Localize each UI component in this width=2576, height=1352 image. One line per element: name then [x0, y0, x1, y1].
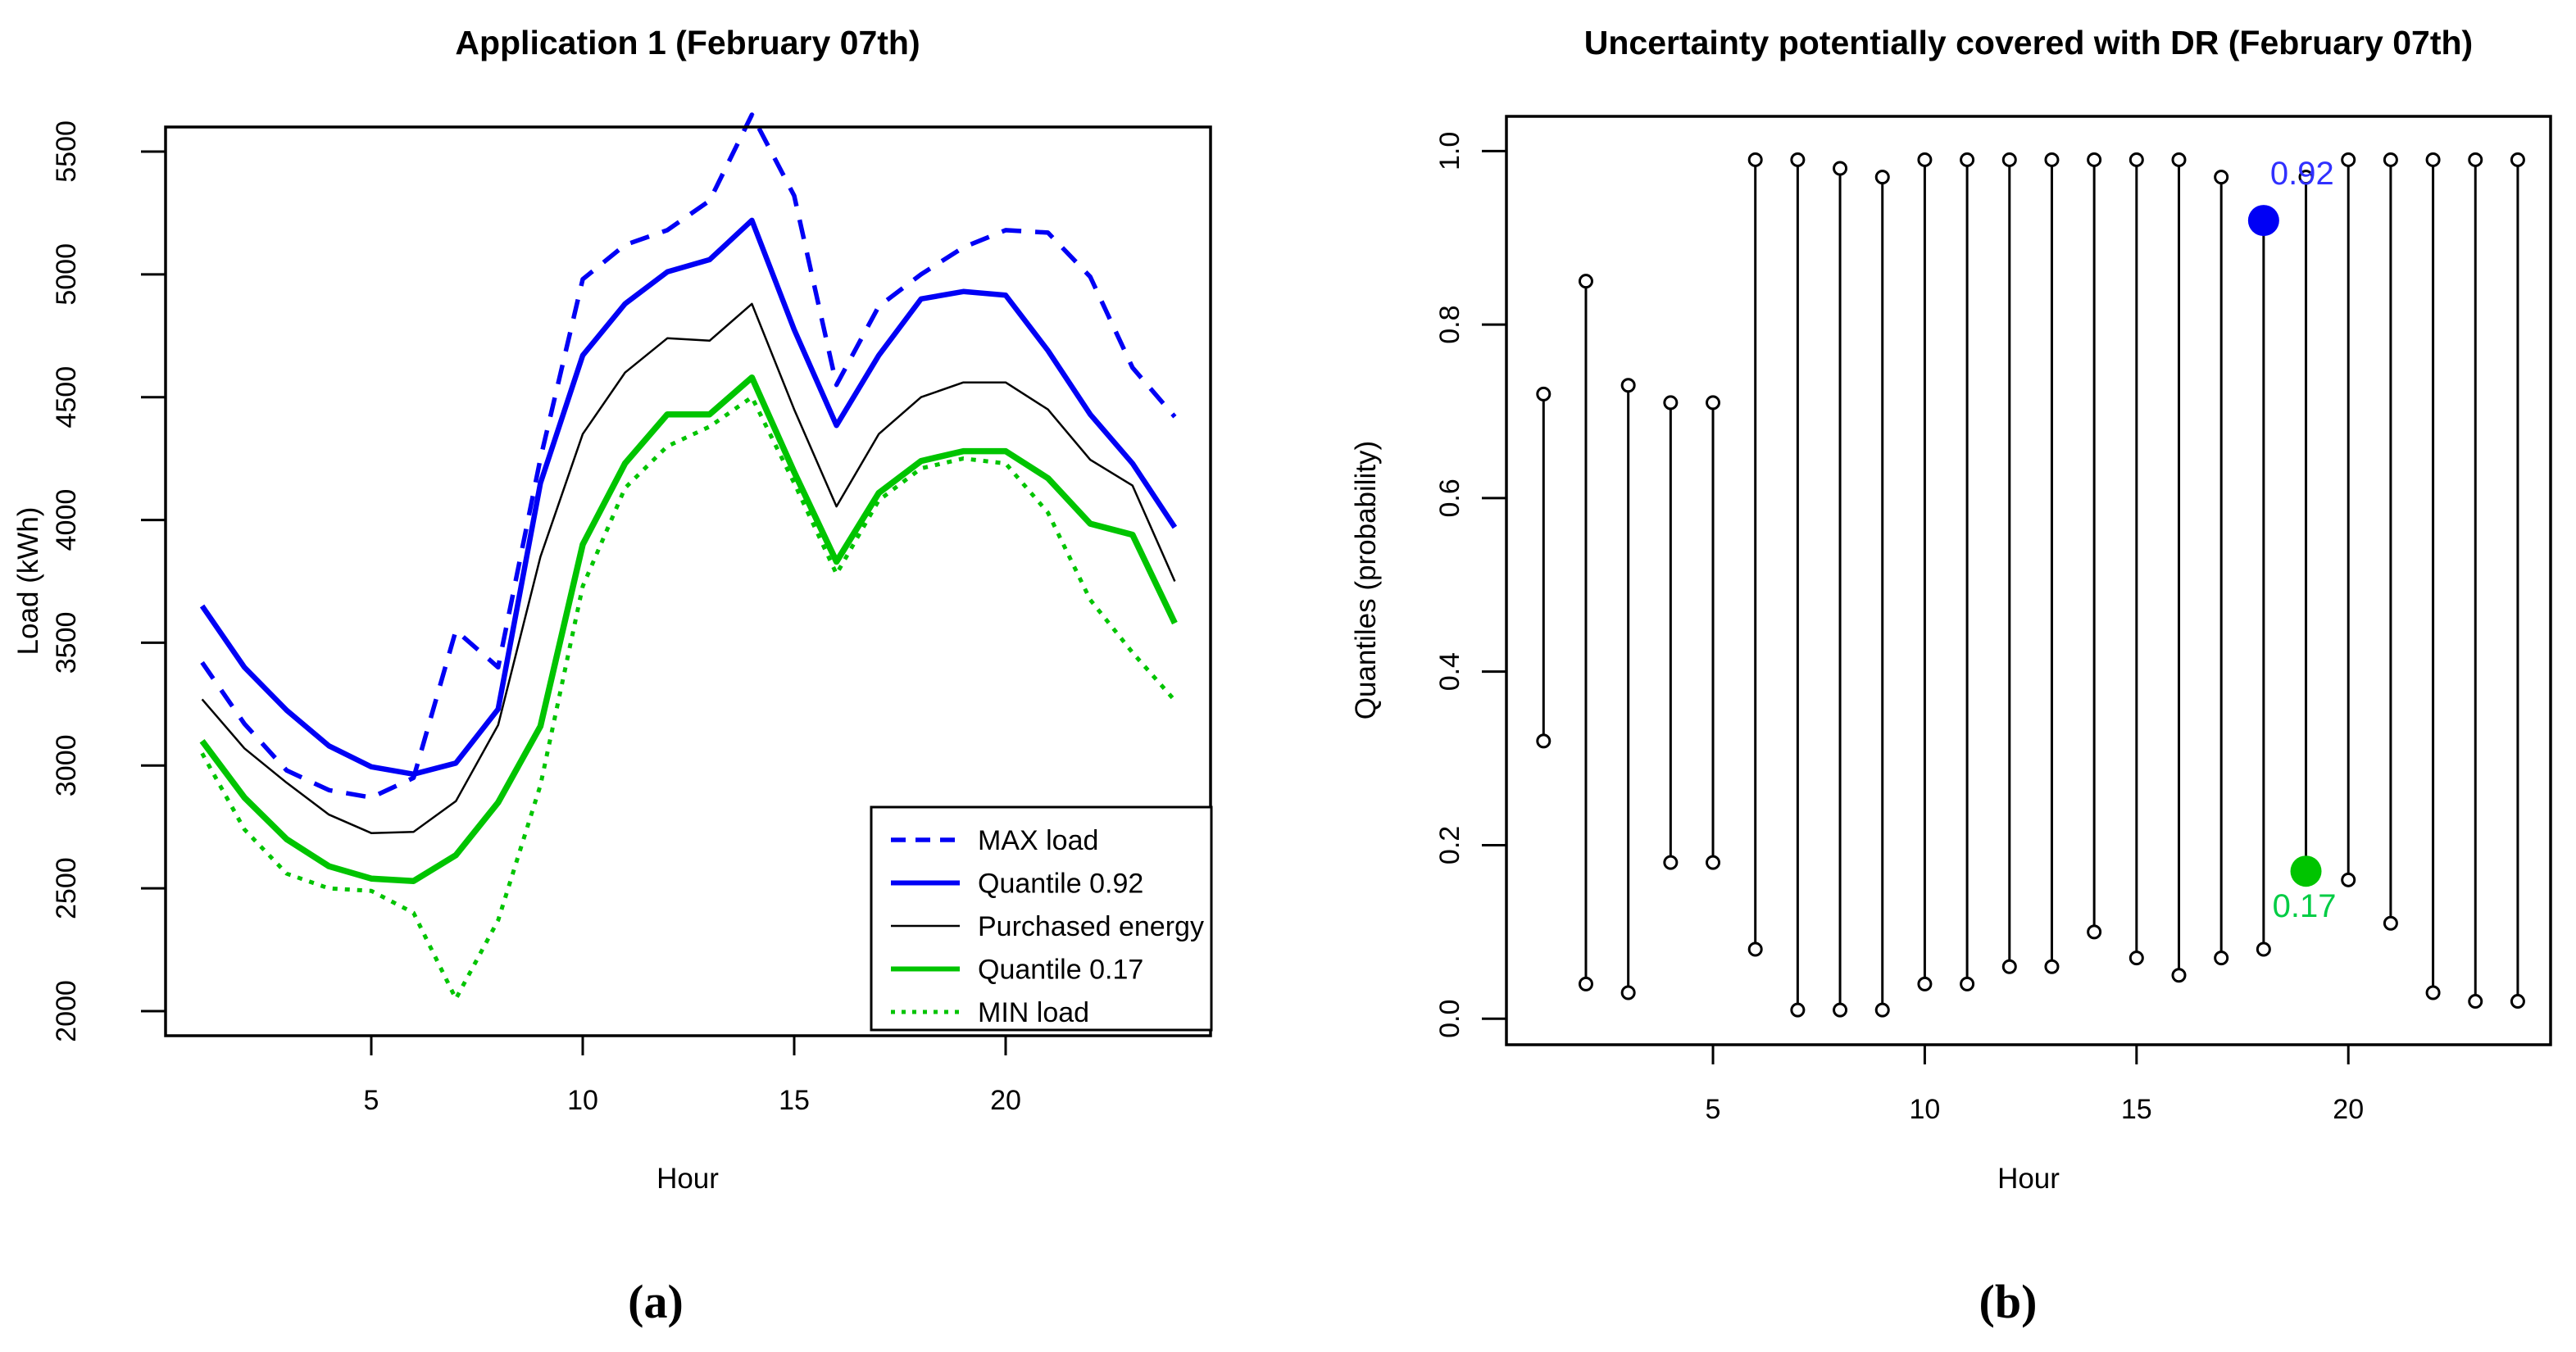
x-tick-label: 20 [990, 1085, 1021, 1116]
interval-endpoint-circle [1663, 395, 1679, 411]
interval-endpoint-circle [2256, 941, 2271, 957]
x-tick-label: 15 [779, 1085, 810, 1116]
y-tick-label: 2500 [51, 857, 82, 919]
legend-label: Quantile 0.17 [978, 955, 1143, 986]
panel-b-y-axis-label: Quantiles (probability) [1350, 441, 1382, 719]
legend-box [870, 805, 1213, 1032]
plot-frame [164, 125, 1212, 1037]
interval-endpoint-circle [1833, 161, 1848, 176]
interval-endpoint-circle [2171, 968, 2187, 983]
interval-endpoint-circle [1578, 976, 1593, 991]
legend-label: MAX load [978, 825, 1098, 856]
series-line-quantile-0-17 [199, 374, 1178, 884]
interval-endpoint-circle [1960, 976, 1975, 991]
quantile-dot-label: 0.92 [2270, 156, 2334, 192]
x-tick-label: 10 [567, 1085, 598, 1116]
panel-b-title: Uncertainty potentially covered with DR … [1584, 24, 2473, 61]
interval-endpoint-circle [1536, 733, 1552, 749]
y-tick-label: 2000 [51, 980, 82, 1042]
interval-endpoint-circle [1620, 378, 1636, 393]
y-tick-label: 5500 [51, 120, 82, 183]
y-tick-label: 4000 [51, 489, 82, 551]
interval-endpoint-circle [2298, 170, 2314, 185]
interval-endpoint-circle [2341, 152, 2356, 167]
x-tick-label: 15 [2121, 1094, 2152, 1125]
y-tick-label: 0.6 [1434, 479, 1465, 517]
panel-a-plot-area: 2000 2500 3000 3500 4000 4500 5000 5500 5 10 15 20 [51, 112, 1212, 1116]
legend-label: Quantile 0.92 [978, 869, 1143, 900]
interval-endpoint-circle [2383, 152, 2398, 167]
interval-endpoint-circle [2468, 994, 2483, 1009]
interval-endpoint-circle [1578, 274, 1593, 289]
panel-a-title: Application 1 (February 07th) [455, 24, 920, 61]
y-tick-label: 3500 [51, 612, 82, 674]
legend-label: Purchased energy [978, 911, 1204, 942]
interval-endpoint-circle [1663, 855, 1679, 870]
interval-endpoint-circle [2087, 924, 2102, 940]
interval-endpoint-circle [1620, 985, 1636, 1000]
interval-endpoint-circle [2001, 152, 2017, 167]
interval-endpoint-circle [1917, 976, 1933, 991]
interval-endpoint-circle [2341, 872, 2356, 887]
interval-endpoint-circle [1917, 152, 1933, 167]
interval-endpoint-circle [2425, 152, 2441, 167]
y-tick-label: 0.2 [1434, 826, 1465, 864]
y-tick-label: 4500 [51, 366, 82, 429]
interval-endpoint-circle [1706, 395, 1721, 411]
legend-label: MIN load [978, 997, 1089, 1028]
interval-endpoint-circle [1706, 855, 1721, 870]
y-tick-label: 0.0 [1434, 1000, 1465, 1038]
interval-endpoint-circle [2171, 152, 2187, 167]
interval-endpoint-circle [2128, 950, 2144, 966]
interval-endpoint-circle [1833, 1002, 1848, 1018]
series-line-quantile-0-92 [199, 217, 1178, 778]
interval-endpoint-circle [2044, 959, 2060, 974]
panel-a-x-axis-label: Hour [656, 1163, 719, 1195]
interval-endpoint-circle [2510, 994, 2525, 1009]
y-tick-label: 1.0 [1434, 132, 1465, 170]
interval-endpoint-circle [2214, 950, 2229, 966]
interval-endpoint-circle [1747, 152, 1763, 167]
interval-endpoint-circle [1536, 386, 1552, 402]
quantile-dot-label: 0.17 [2273, 888, 2337, 924]
panel-b-x-axis-label: Hour [1997, 1163, 2060, 1195]
panel-a-legend: MAX load Quantile 0.92 Purchased energy Qua… [870, 805, 1213, 1032]
x-tick-label: 20 [2333, 1094, 2364, 1125]
interval-endpoint-circle [2425, 985, 2441, 1000]
y-tick-label: 3000 [51, 734, 82, 796]
series-line-purchased-energy [201, 302, 1176, 834]
interval-endpoint-circle [1874, 170, 1890, 185]
interval-endpoint-circle [1874, 1002, 1890, 1018]
series-line-max-load [200, 112, 1177, 801]
interval-endpoint-circle [1747, 941, 1763, 957]
interval-endpoint-circle [2044, 152, 2060, 167]
interval-endpoint-circle [2468, 152, 2483, 167]
interval-endpoint-circle [2383, 915, 2398, 931]
interval-endpoint-circle [2214, 170, 2229, 185]
interval-endpoint-circle [2087, 152, 2102, 167]
panel-b-caption: (b) [1979, 1275, 2038, 1328]
x-tick-label: 5 [364, 1085, 379, 1116]
y-tick-label: 5000 [51, 243, 82, 306]
panel-a: Application 1 (February 07th) Load (kWh)… [12, 24, 1213, 1328]
interval-endpoint-circle [2128, 152, 2144, 167]
panel-a-caption: (a) [628, 1275, 684, 1328]
quantile-dot-0-17 [2290, 855, 2322, 887]
interval-endpoint-circle [2001, 959, 2017, 974]
interval-endpoint-circle [1790, 152, 1806, 167]
interval-endpoint-circle [2510, 152, 2525, 167]
interval-endpoint-circle [1960, 152, 1975, 167]
plot-frame [1505, 115, 2552, 1046]
panel-a-y-axis-label: Load (kWh) [12, 507, 44, 656]
y-tick-label: 0.8 [1434, 305, 1465, 343]
x-tick-label: 10 [1910, 1094, 1941, 1125]
panel-b: Uncertainty potentially covered with DR … [1350, 24, 2552, 1328]
interval-endpoint-circle [1790, 1002, 1806, 1018]
panel-b-plot-area: 0.0 0.2 0.4 0.6 0.8 1.0 5 10 15 20 0.92 0.17 [1434, 115, 2552, 1125]
x-tick-label: 5 [1706, 1094, 1721, 1125]
quantile-dot-0-92 [2247, 205, 2279, 237]
y-tick-label: 0.4 [1434, 652, 1465, 691]
